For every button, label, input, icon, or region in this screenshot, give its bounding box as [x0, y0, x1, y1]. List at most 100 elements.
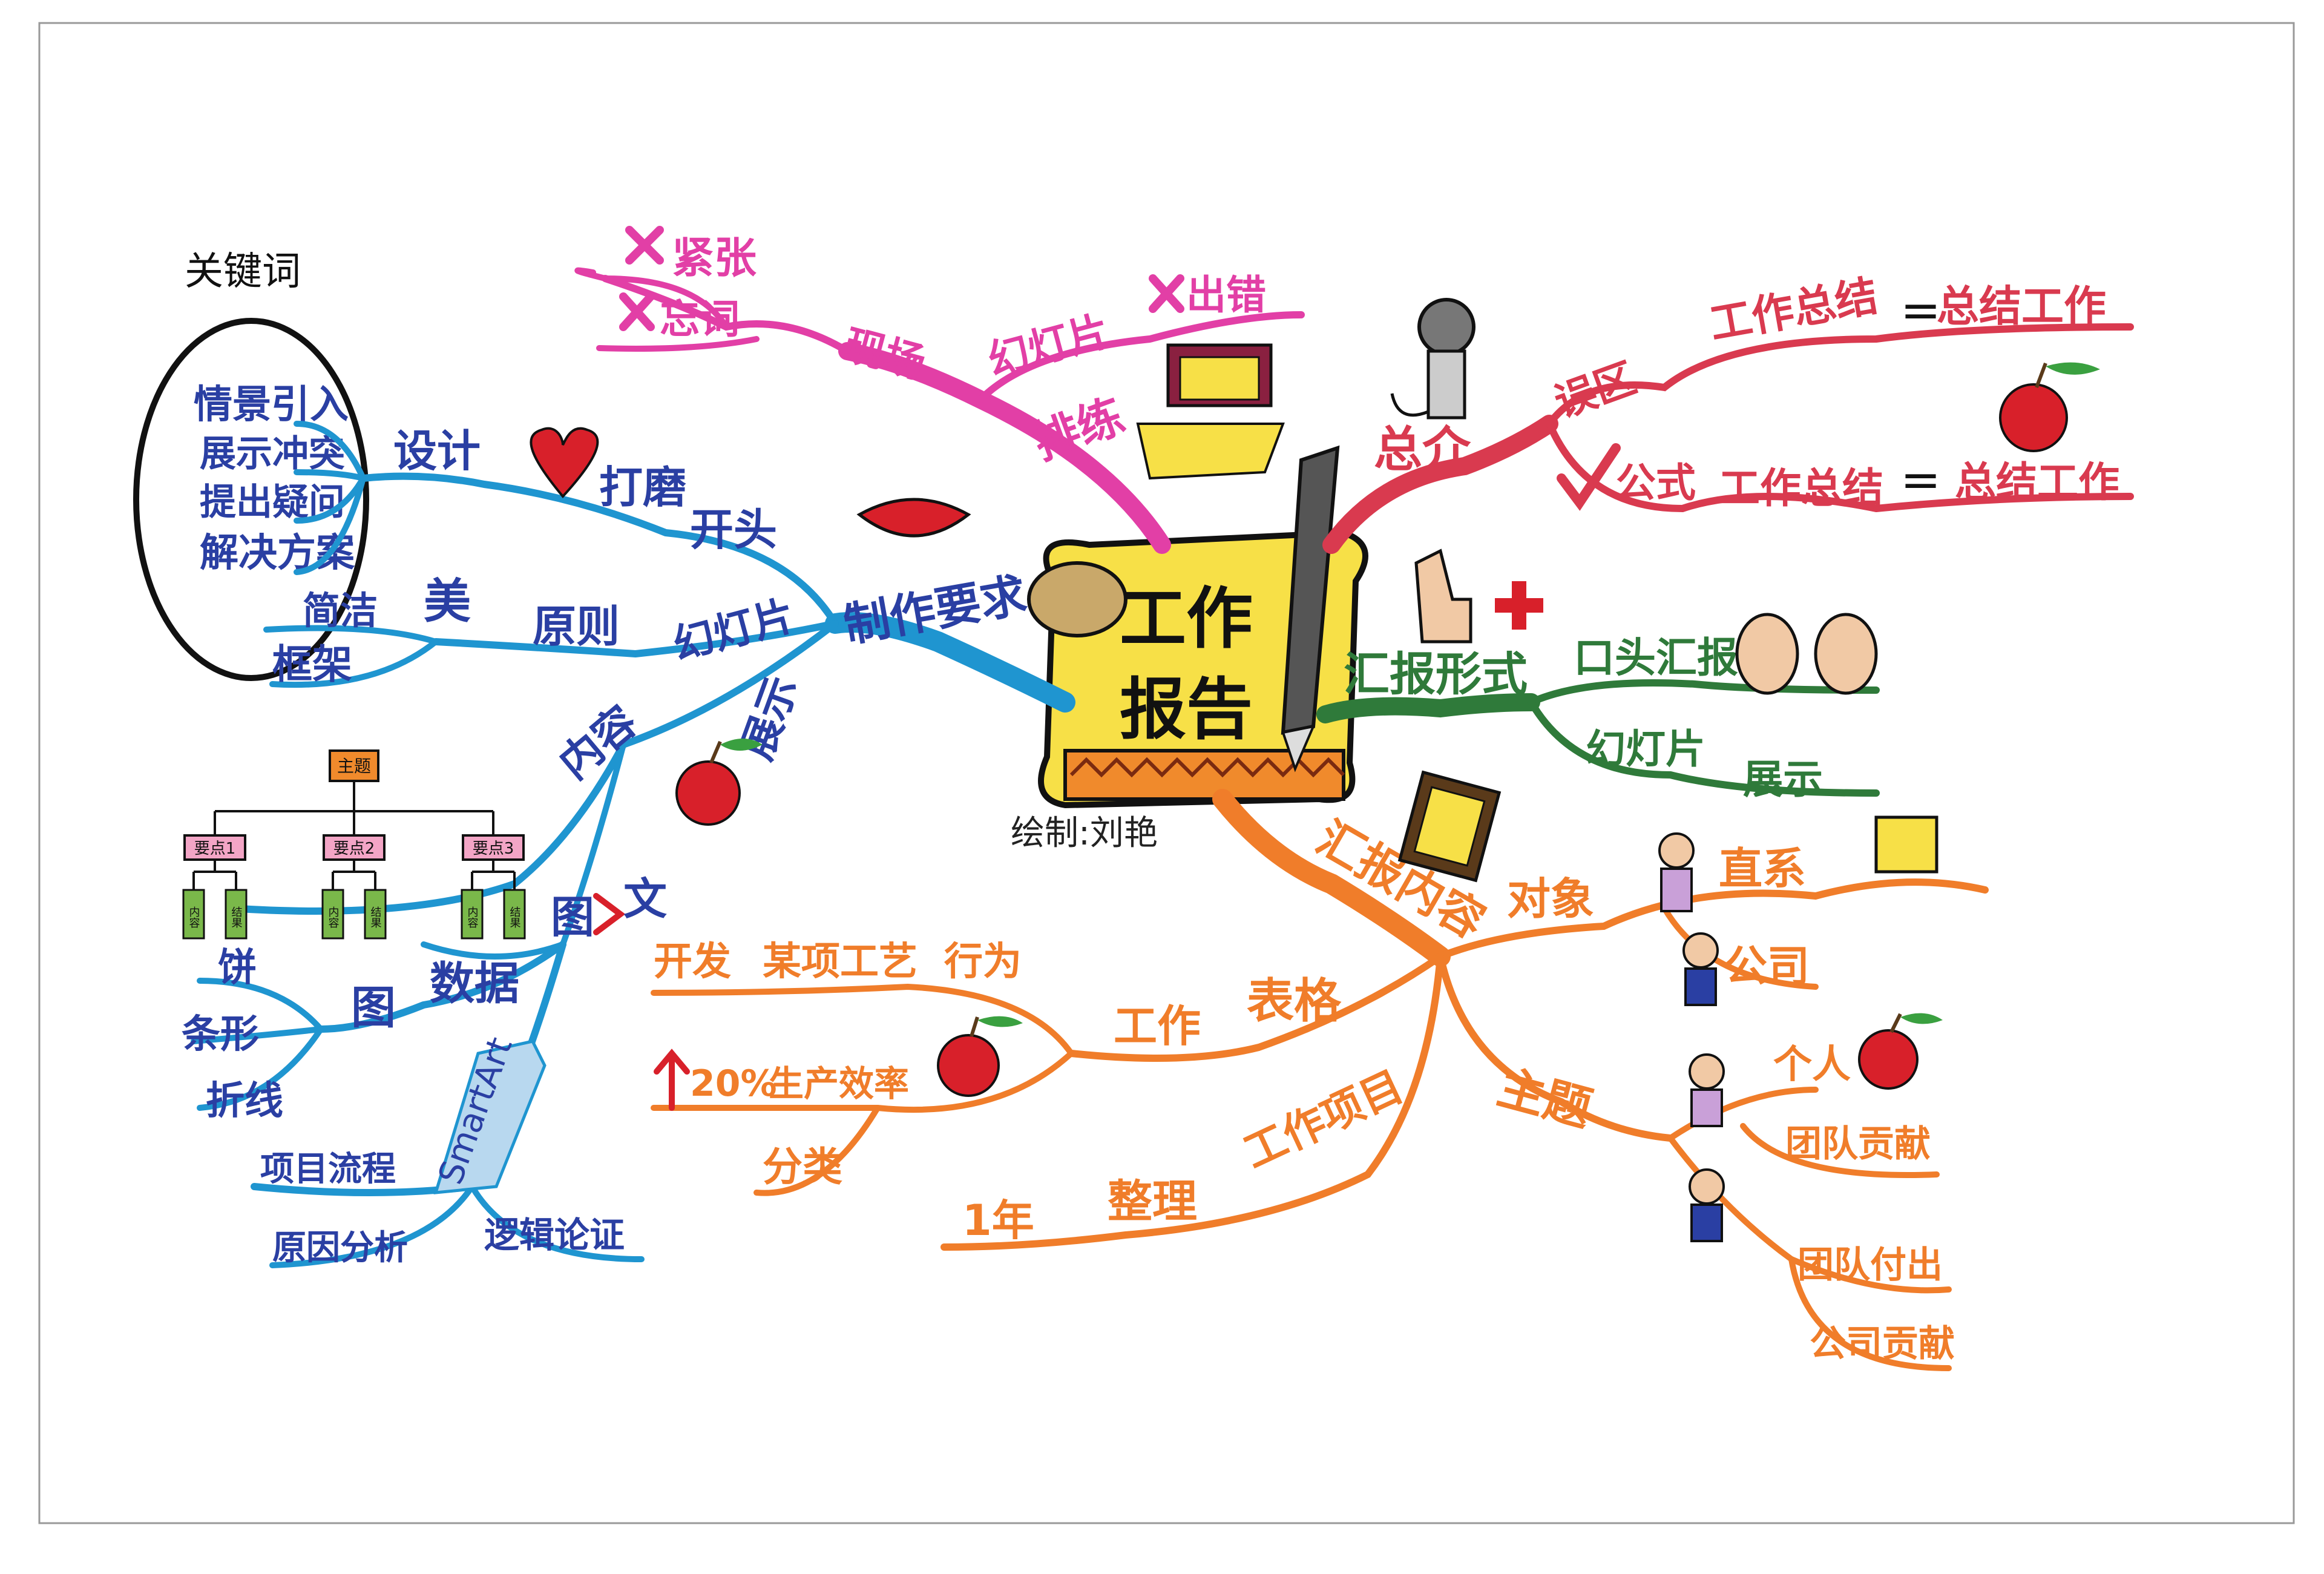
- overview-label: 总介: [1374, 421, 1471, 478]
- work-table: 表格: [1247, 974, 1342, 1029]
- person-icon: [1689, 1053, 1725, 1127]
- person-icon: [1658, 832, 1695, 912]
- work-classify: 分类: [763, 1144, 842, 1190]
- keyword-box: 关键词 情景引入 展示冲突 提出疑问 解决方案: [133, 249, 369, 681]
- thumbs-up-icon: [1414, 548, 1472, 644]
- tree-node-box: [323, 834, 386, 861]
- branch-content-personal: [1667, 1087, 1819, 1141]
- content-company: 公司: [1725, 941, 1810, 991]
- keyword-ring: [133, 318, 369, 681]
- person-icon: [1689, 1168, 1725, 1242]
- center-title-line1: 工作: [1120, 580, 1253, 657]
- overview-right-right: 总结工作: [1955, 459, 2119, 507]
- production-beauty: 美: [424, 575, 471, 629]
- rehearsal-error: 出错: [1186, 272, 1266, 318]
- branch-production-data: [317, 941, 566, 1033]
- cross-icon: [625, 226, 664, 265]
- arrow-up-icon: [654, 1049, 690, 1111]
- content-team-contribution: 团队贡献: [1785, 1123, 1931, 1165]
- content-personal: 个人: [1773, 1042, 1851, 1087]
- branch-production-design-c: [294, 475, 366, 524]
- sign-icon: [1874, 815, 1938, 874]
- branch-form-oral: [1528, 679, 1880, 706]
- apple-icon: [1999, 362, 2100, 452]
- production-design: 设计: [393, 426, 481, 476]
- check-icon: [1557, 443, 1621, 511]
- production-logic-proof: 逻辑论证: [484, 1214, 625, 1256]
- rehearsal-nervous: 紧张: [672, 233, 757, 283]
- production-cause-analysis: 原因分析: [272, 1228, 408, 1268]
- branch-content-company-contrib: [1788, 1256, 1952, 1371]
- overview-formula: 公式: [1616, 459, 1696, 506]
- branch-content-company: [1661, 905, 1819, 990]
- pen-icon: [1281, 445, 1340, 772]
- production-text: 文: [623, 874, 667, 924]
- scroll-bottom-band: [1063, 749, 1345, 801]
- keyword-item-1: 情景引入: [194, 383, 349, 427]
- production-project-flow: 项目流程: [260, 1150, 396, 1189]
- content-audience: 对象: [1507, 874, 1594, 924]
- branch-work-trunk: [1068, 953, 1444, 1062]
- branch-form: [1316, 679, 1880, 797]
- form-label: 汇报形式: [1344, 647, 1528, 701]
- work-process: 某项工艺: [763, 940, 917, 984]
- tree-leaf-box: [182, 889, 205, 940]
- branch-rehearsal-trunk: [838, 342, 1171, 554]
- plus-icon: [1495, 581, 1543, 630]
- branch-production-opening: [359, 472, 839, 627]
- tree-leaf-box: [321, 889, 344, 940]
- arrow-right-icon: [593, 893, 626, 935]
- person-icon: [1682, 932, 1719, 1006]
- production-principle: 原则: [533, 601, 620, 652]
- center-title-line2: 报告: [1120, 671, 1253, 748]
- production-line: 折线: [206, 1079, 283, 1124]
- work-behavior: 行为: [944, 940, 1022, 984]
- branch-production-cause: [269, 1184, 475, 1268]
- content-direct: 直系: [1719, 843, 1806, 894]
- keyword-item-2: 展示冲突: [200, 433, 345, 475]
- branch-content-audience: [1437, 878, 1989, 960]
- tree-leaf-box: [503, 889, 526, 940]
- branch-production-slides: [432, 620, 839, 658]
- tree-root-box: [329, 749, 379, 782]
- branch-production-imgtext: [421, 742, 626, 960]
- form-oral: 口头汇报: [1574, 634, 1738, 682]
- production-opening: 开头: [690, 504, 777, 555]
- microphone-icon: [1390, 298, 1475, 420]
- tree-leaf: 内容: [188, 906, 200, 928]
- work-develop: 开发: [654, 940, 731, 984]
- branch-work-upper: [651, 983, 1074, 1056]
- branch-work-classify: [753, 1105, 881, 1196]
- tree-leaf: 结果: [508, 906, 521, 928]
- branch-content-theme: [1437, 953, 1674, 1142]
- content-team-effort: 团队付出: [1797, 1244, 1943, 1286]
- overview-right-left: 工作总结: [1719, 465, 1883, 513]
- tree-node: 要点3: [473, 840, 514, 858]
- stage-icon: [1136, 343, 1285, 480]
- branch-form-slides: [1528, 699, 1880, 797]
- tree-node: 要点1: [194, 840, 236, 858]
- apple-icon: [1858, 1013, 1943, 1090]
- branch-rehearsal-nervous: [574, 267, 729, 330]
- tree-leaf: 内容: [327, 906, 340, 928]
- heart-icon: [530, 427, 599, 499]
- tree-leaf-box: [364, 889, 387, 940]
- form-slides: 幻灯片: [1586, 726, 1705, 772]
- apple-icon: [675, 739, 763, 826]
- center-topic: 工作 报告 绘制:刘艳: [1011, 445, 1368, 853]
- cross-icon: [1149, 274, 1184, 313]
- work-percent: 20%: [690, 1062, 777, 1105]
- tree-leaf: 结果: [230, 906, 243, 928]
- tree-root: 主题: [337, 756, 371, 776]
- production-pie: 饼: [218, 946, 257, 990]
- branch-production-logic: [469, 1184, 645, 1262]
- branch-form-trunk: [1316, 693, 1540, 723]
- tree-leaf: 内容: [466, 906, 479, 928]
- branch-production-design-d: [294, 475, 366, 575]
- overview-equals-2: =: [1900, 452, 1941, 508]
- branch-overview: [1322, 323, 2134, 554]
- branch-production-design-b: [294, 469, 366, 481]
- author-label: 绘制:刘艳: [1011, 814, 1158, 853]
- report-board-icon: [1397, 770, 1502, 883]
- production-data: 数据: [430, 958, 519, 1010]
